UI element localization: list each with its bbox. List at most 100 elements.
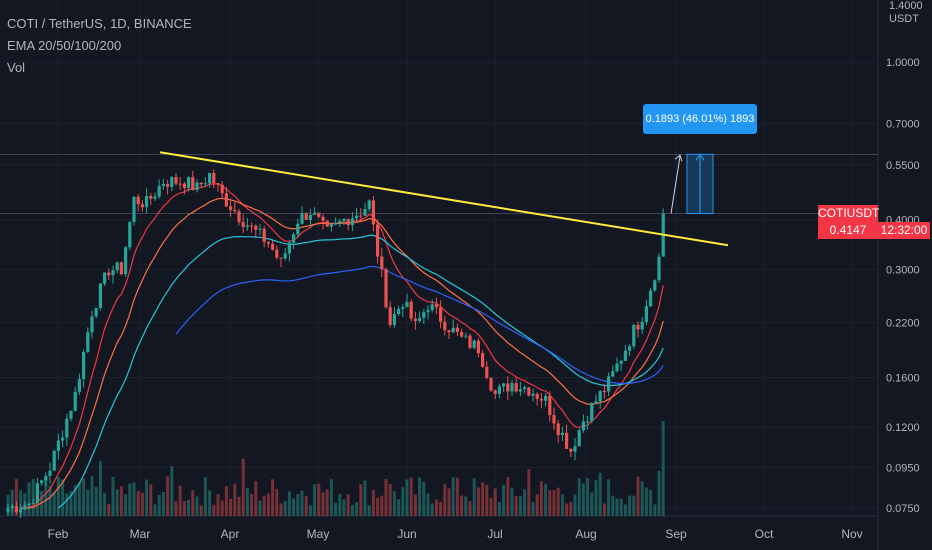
volume-bar — [52, 492, 56, 516]
candle-body — [145, 195, 149, 208]
volume-bar — [350, 505, 354, 516]
candle-body — [94, 307, 98, 317]
candle-body — [380, 256, 384, 270]
volume-bar — [119, 486, 123, 516]
candle-body — [518, 389, 522, 392]
volume-bar — [544, 483, 548, 516]
candle-body — [174, 177, 178, 184]
candle-body — [115, 262, 119, 271]
volume-bar — [439, 501, 443, 516]
candle-body — [317, 212, 321, 217]
symbol-label: COTIUSDT — [818, 206, 880, 220]
candle-body — [300, 213, 304, 224]
candle-body — [640, 321, 644, 330]
price-tick-label: 0.0750 — [886, 503, 920, 515]
time-tick-label: Apr — [221, 527, 240, 541]
candle-body — [254, 225, 258, 230]
candle-body — [216, 183, 220, 185]
ema-indicator-label[interactable]: EMA 20/50/100/200 — [7, 38, 122, 53]
candle-body — [19, 509, 23, 513]
current-price-tag: COTIUSDT 0.4147 — [818, 205, 880, 239]
candle-body — [107, 272, 111, 276]
candle-body — [10, 506, 14, 509]
volume-bar — [401, 487, 405, 516]
symbol-title[interactable]: COTI / TetherUS, 1D, BINANCE — [7, 16, 192, 31]
candle-body — [220, 184, 224, 194]
candle-body — [384, 269, 388, 308]
volume-bar — [577, 478, 581, 516]
volume-bar — [573, 494, 577, 516]
candle-body — [334, 222, 338, 225]
candle-body — [136, 196, 140, 205]
candle-body — [212, 172, 216, 184]
volume-bar — [342, 499, 346, 516]
candle-body — [23, 505, 27, 510]
volume-bar — [199, 505, 203, 516]
candle-body — [350, 218, 354, 226]
price-tick-label: 0.1600 — [886, 373, 920, 385]
measure-tooltip[interactable]: 0.1893 (46.01%) 1893 — [643, 104, 757, 134]
volume-bar — [602, 503, 606, 516]
volume-bar — [287, 491, 291, 516]
candle-body — [111, 270, 115, 276]
candle-body — [623, 350, 627, 361]
volume-bar — [640, 481, 644, 516]
volume-bar — [539, 481, 543, 516]
candle-body — [573, 446, 577, 452]
candle-body — [434, 304, 438, 308]
volume-indicator-label[interactable]: Vol — [7, 60, 26, 75]
candle-body — [489, 377, 493, 391]
volume-bar — [94, 486, 98, 516]
volume-bar — [40, 491, 44, 516]
time-tick-label: Jul — [487, 527, 502, 541]
candle-body — [56, 440, 60, 451]
candle-body — [178, 183, 182, 185]
volume-bar — [590, 492, 594, 516]
volume-bar — [628, 495, 632, 516]
volume-bar — [224, 486, 228, 516]
candle-body — [485, 366, 489, 378]
price-value: 0.4147 — [829, 223, 867, 237]
candle-body — [565, 432, 569, 449]
candle-body — [409, 301, 413, 319]
candle-body — [82, 351, 86, 380]
volume-bar — [149, 484, 153, 516]
candle-body — [460, 331, 464, 337]
volume-bar — [275, 488, 279, 516]
volume-bar — [493, 488, 497, 516]
candle-body — [69, 410, 73, 419]
volume-bar — [187, 499, 191, 516]
time-tick-label: Oct — [755, 527, 774, 541]
candle-body — [308, 214, 312, 220]
candle-body — [552, 415, 556, 424]
volume-bar — [237, 496, 241, 516]
candle-body — [544, 396, 548, 401]
volume-bar — [565, 503, 569, 516]
volume-bar — [502, 484, 506, 516]
volume-bar — [418, 477, 422, 516]
volume-bar — [136, 490, 140, 516]
price-tick-label: 0.0950 — [886, 462, 920, 474]
volume-bar — [632, 495, 636, 516]
candle-body — [86, 332, 90, 352]
candle-body — [208, 172, 212, 184]
candle-body — [187, 177, 191, 188]
volume-bar — [82, 478, 86, 516]
volume-bar — [182, 500, 186, 516]
volume-bar — [313, 484, 317, 516]
volume-bar — [241, 458, 245, 516]
volume-bar — [334, 502, 338, 516]
volume-bar — [409, 477, 413, 516]
volume-bar — [376, 497, 380, 516]
axis-top-value: 1.4000 — [889, 0, 923, 12]
volume-bar — [489, 497, 493, 516]
volume-bar — [115, 489, 119, 516]
price-tick-label: 0.1200 — [886, 422, 920, 434]
volume-bar — [594, 480, 598, 516]
volume-bar — [56, 476, 60, 516]
candle-body — [124, 247, 128, 275]
volume-bar — [329, 478, 333, 516]
candle-body — [514, 383, 518, 392]
volume-bar — [497, 502, 501, 516]
